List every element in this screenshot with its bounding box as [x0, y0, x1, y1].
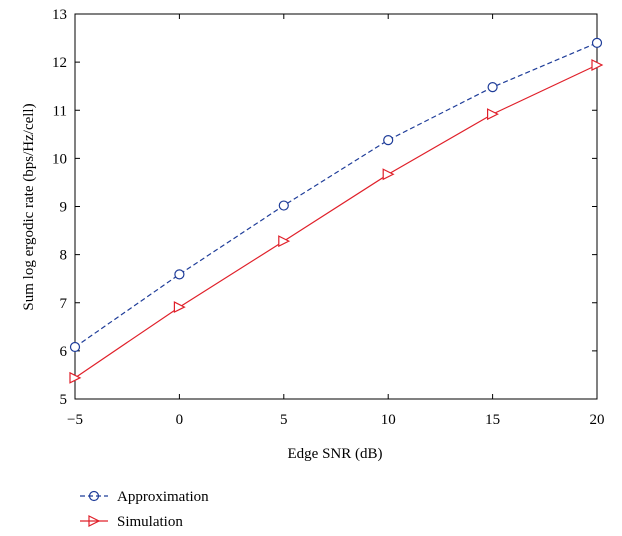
y-tick-label: 11 — [53, 103, 67, 119]
series-simulation-point — [173, 301, 186, 314]
y-tick-label: 5 — [60, 392, 68, 408]
series-approximation-point — [383, 134, 394, 146]
series-simulation-point — [382, 168, 395, 181]
series-simulation-point — [487, 108, 499, 121]
x-tick-label: −5 — [67, 412, 83, 428]
y-tick-label: 6 — [60, 344, 68, 360]
x-tick-label: 20 — [590, 412, 605, 428]
series-simulation-point — [591, 59, 604, 71]
x-tick-label: 0 — [176, 412, 184, 428]
x-tick-label: 10 — [381, 412, 396, 428]
series-approximation-point — [487, 82, 498, 93]
legend-simulation-label: Simulation — [117, 514, 183, 530]
y-tick-label: 7 — [60, 296, 68, 312]
series-approximation-point — [174, 269, 185, 280]
x-tick-label: 15 — [485, 412, 500, 428]
series-approximation-point — [278, 200, 289, 211]
y-tick-label: 13 — [52, 7, 67, 23]
series-simulation-point — [69, 371, 82, 384]
x-axis-label: Edge SNR (dB) — [288, 446, 383, 462]
legend-item-simulation: Simulation — [80, 514, 183, 530]
legend-simulation-marker — [88, 515, 101, 527]
legend-item-approximation: Approximation — [80, 489, 209, 505]
y-axis-label: Sum log ergodic rate (bps/Hz/cell) — [21, 103, 37, 310]
series-simulation-point — [278, 235, 291, 248]
series-approximation-point — [69, 341, 81, 353]
plot-frame — [74, 13, 598, 400]
series-approximation-line — [74, 42, 598, 348]
y-tick-label: 10 — [52, 151, 67, 167]
y-tick-label: 9 — [60, 200, 68, 216]
plot-area: −5 0 5 10 15 20 5 6 7 8 9 10 11 12 13 — [52, 7, 605, 428]
legend-approximation-marker — [88, 490, 100, 502]
series-approximation-point — [591, 37, 603, 48]
legend: Approximation Simulation — [80, 489, 209, 530]
y-tick-label: 8 — [60, 248, 68, 264]
x-tick-label: 5 — [280, 412, 288, 428]
legend-approximation-label: Approximation — [117, 489, 209, 505]
series-simulation-line — [74, 64, 598, 379]
y-tick-label: 12 — [52, 55, 67, 71]
